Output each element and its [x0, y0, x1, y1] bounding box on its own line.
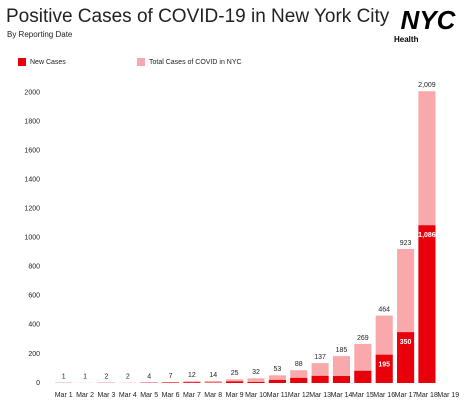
bar	[247, 381, 265, 383]
x-tick-label: Mar 19	[437, 392, 459, 399]
x-tick-label: Mar 8	[204, 392, 222, 399]
logo: NYC	[401, 5, 457, 35]
value-label: 1	[83, 374, 87, 381]
value-label: 53	[273, 366, 281, 373]
bar	[204, 380, 222, 383]
y-tick-label: 1600	[24, 147, 40, 154]
value-label: 1	[62, 374, 66, 381]
x-tick-label: Mar 7	[183, 392, 201, 399]
legend-swatch	[18, 58, 26, 66]
value-label: 7	[169, 373, 173, 380]
y-tick-label: 2000	[24, 89, 40, 96]
legend-label: New Cases	[30, 59, 66, 66]
value-label: 137	[314, 354, 326, 361]
y-tick-label: 600	[28, 293, 40, 300]
x-tick-label: Mar 2	[76, 392, 94, 399]
bar	[332, 376, 351, 383]
x-tick-label: Mar 10	[245, 392, 267, 399]
x-tick-label: Mar 16	[373, 392, 395, 399]
value-label: 185	[336, 347, 348, 354]
y-tick-label: 0	[36, 380, 40, 387]
x-tick-label: Mar 6	[162, 392, 180, 399]
value-label: 269	[357, 335, 369, 342]
y-tick-label: 800	[28, 264, 40, 271]
y-tick-label: 1000	[24, 235, 40, 242]
x-tick-label: Mar 12	[288, 392, 310, 399]
x-tick-label: Mar 15	[352, 392, 374, 399]
bar	[226, 379, 244, 383]
bar	[226, 381, 244, 383]
x-tick-label: Mar 14	[331, 392, 353, 399]
bar	[311, 375, 329, 383]
value-label: 464	[378, 306, 390, 313]
value-label: 2	[104, 374, 108, 381]
y-tick-label: 1400	[24, 177, 40, 184]
x-tick-label: Mar 4	[119, 392, 137, 399]
x-tick-label: Mar 9	[226, 392, 244, 399]
y-tick-label: 1200	[24, 206, 40, 213]
value-label: 923	[400, 240, 412, 247]
value-label: 2	[126, 374, 130, 381]
legend-swatch	[137, 58, 145, 66]
bar	[183, 382, 201, 383]
x-tick-label: Mar 17	[395, 392, 417, 399]
value-label: 32	[252, 369, 260, 376]
bar	[418, 225, 436, 383]
bar	[354, 370, 372, 383]
value-label: 25	[231, 370, 239, 377]
y-tick-label: 1800	[24, 118, 40, 125]
bar	[247, 378, 265, 383]
bar	[397, 332, 415, 383]
x-tick-label: Mar 11	[267, 392, 288, 399]
bar	[290, 377, 308, 383]
chart-subtitle: By Reporting Date	[7, 30, 73, 39]
y-tick-label: 400	[28, 322, 40, 329]
bar	[183, 381, 201, 383]
x-tick-label: Mar 18	[416, 392, 438, 399]
x-tick-label: Mar 1	[55, 392, 73, 399]
bar	[268, 375, 286, 383]
bar	[375, 354, 393, 383]
bar	[161, 381, 180, 383]
chart-title: Positive Cases of COVID-19 in New York C…	[6, 6, 390, 27]
value-label: 2,009	[418, 82, 436, 89]
x-tick-label: Mar 13	[309, 392, 331, 399]
value-label: 12	[188, 372, 196, 379]
value-label: 1,086	[418, 232, 436, 239]
legend-label: Total Cases of COVID in NYC	[149, 59, 242, 66]
value-label: 4	[147, 373, 151, 380]
value-label: 14	[209, 372, 217, 379]
y-tick-label: 200	[28, 351, 40, 358]
logo-subtitle: Health	[394, 35, 419, 44]
x-tick-label: Mar 5	[140, 392, 158, 399]
x-tick-label: Mar 3	[97, 392, 115, 399]
value-label: 350	[400, 339, 412, 346]
value-label: 195	[378, 362, 390, 369]
bar	[268, 379, 286, 383]
value-label: 88	[295, 361, 303, 368]
